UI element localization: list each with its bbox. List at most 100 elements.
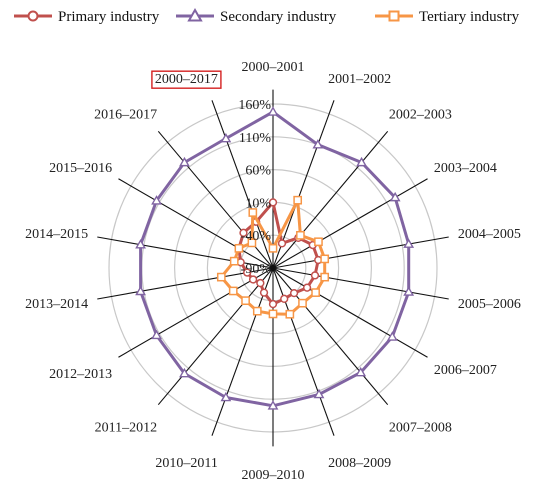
data-point (268, 243, 278, 253)
tick-label: 160% (238, 98, 271, 113)
data-point (216, 272, 226, 282)
data-point (320, 254, 330, 264)
radar-series (135, 106, 415, 410)
data-point (229, 256, 239, 266)
data-point (289, 288, 299, 298)
category-label: 2002–2003 (389, 107, 452, 122)
category-label: 2005–2006 (458, 297, 521, 312)
highlight-box (151, 70, 222, 89)
data-point (252, 306, 262, 316)
data-point (268, 198, 278, 207)
radial-ticks: -90% -40% 10% 60% 110% 160% (238, 98, 271, 277)
data-point (248, 275, 258, 284)
axis-spoke (272, 267, 449, 300)
data-point (179, 156, 190, 167)
category-label: 2004–2005 (458, 227, 521, 242)
data-point (243, 268, 252, 277)
data-point (386, 331, 398, 341)
category-label: 2000–2001 (242, 60, 305, 75)
tick-label: 60% (245, 164, 271, 179)
data-point (135, 239, 146, 249)
category-label: 2014–2015 (25, 227, 88, 242)
category-label: 2016–2017 (94, 107, 157, 122)
category-label: 2001–2002 (328, 72, 391, 87)
data-point (267, 400, 279, 410)
data-point (259, 288, 269, 297)
data-point (151, 329, 162, 340)
axis-spoke (272, 267, 428, 358)
category-label: 2000–2017 (155, 72, 218, 87)
data-point (298, 298, 307, 308)
data-point (239, 228, 248, 237)
category-label: 2008–2009 (328, 456, 391, 471)
data-point (234, 243, 244, 253)
data-point (248, 208, 258, 217)
data-point (220, 391, 232, 402)
tick-label: 110% (239, 131, 271, 146)
data-point (310, 271, 320, 280)
tick-label: -40% (241, 229, 272, 244)
data-point (314, 237, 323, 247)
data-point (356, 156, 367, 167)
category-label: 2006–2007 (434, 363, 497, 378)
data-point (220, 132, 232, 143)
legend-item: Primary industry (14, 9, 160, 25)
category-label: 2011–2012 (95, 421, 157, 436)
category-label: 2007–2008 (389, 421, 452, 436)
data-point (302, 283, 312, 292)
legend-item: Secondary industry (176, 7, 337, 25)
data-point (312, 139, 324, 149)
data-point (313, 388, 325, 399)
axis-spoke (118, 267, 274, 358)
legend-item: Tertiary industry (375, 9, 520, 25)
tick-label: 10% (245, 196, 271, 211)
data-point (268, 299, 278, 309)
data-point (277, 239, 287, 248)
data-point (228, 286, 238, 296)
data-point (247, 238, 257, 248)
axis-spoke (272, 178, 428, 269)
category-label: 2009–2010 (242, 468, 305, 483)
data-point (293, 195, 303, 205)
data-point (403, 286, 415, 296)
data-point (280, 294, 289, 303)
data-point (135, 285, 146, 296)
legend: Primary industry Secondary industry Tertia… (14, 7, 520, 25)
data-point (151, 195, 162, 205)
data-point (296, 230, 305, 240)
axis-spoke (211, 100, 274, 269)
legend-label: Primary industry (58, 9, 160, 25)
legend-marker (187, 7, 203, 22)
legend-marker (27, 10, 39, 22)
data-point (311, 288, 320, 297)
series-tertiary-industry (216, 195, 330, 319)
data-point (389, 191, 401, 202)
data-point (256, 278, 265, 288)
category-label: 2012–2013 (49, 367, 112, 382)
axis-spoke (272, 130, 389, 269)
data-point (285, 309, 295, 319)
tick-label: -90% (241, 262, 272, 277)
radar-axes (97, 89, 449, 447)
axis-spoke (118, 178, 274, 269)
category-label: 2003–2004 (434, 161, 497, 176)
series-secondary-industry (135, 106, 415, 410)
axis-spoke (272, 236, 449, 269)
data-point (267, 106, 279, 116)
data-point (355, 366, 367, 377)
data-point (320, 272, 330, 282)
data-point (403, 238, 415, 248)
category-labels: 2000–2001 2001–2002 2002–2003 2003–2004 2004… (25, 60, 521, 483)
category-label: 2015–2016 (49, 161, 112, 176)
axis-spoke (157, 267, 274, 406)
data-point (179, 367, 190, 378)
category-label: 2010–2011 (155, 456, 217, 471)
data-point (268, 309, 278, 319)
axis-spoke (272, 267, 389, 406)
legend-label: Tertiary industry (419, 9, 520, 25)
data-point (241, 296, 250, 306)
legend-label: Secondary industry (220, 9, 337, 25)
legend-marker (388, 10, 400, 22)
category-label: 2013–2014 (25, 297, 88, 312)
